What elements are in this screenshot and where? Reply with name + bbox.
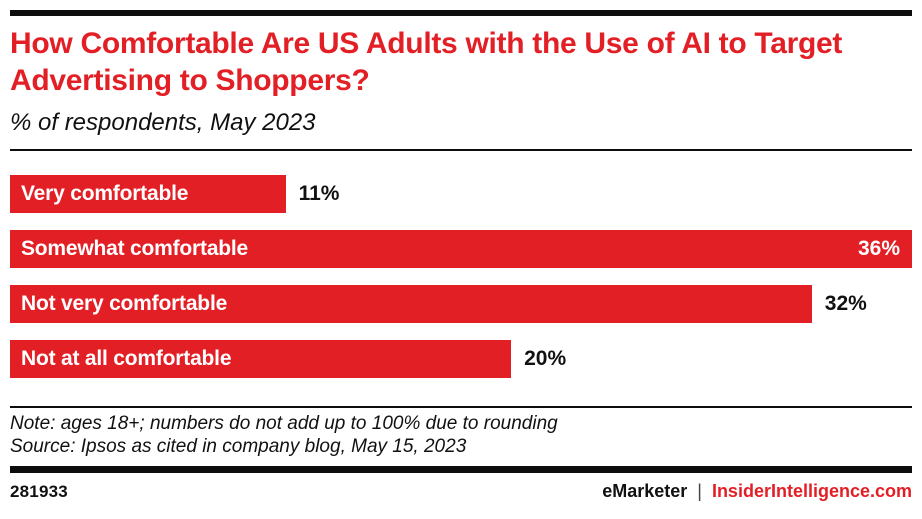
bar-category-label: Not very comfortable (21, 292, 228, 315)
bar-value-label: 36% (857, 237, 900, 260)
brand-block: eMarketer | InsiderIntelligence.com (602, 481, 912, 502)
bar-row-not-at-all-comfortable: Not at all comfortable 20% (10, 340, 912, 378)
note-block: Note: ages 18+; numbers do not add up to… (10, 412, 912, 458)
bar-value-label: 11% (298, 182, 340, 205)
chart-note: Note: ages 18+; numbers do not add up to… (10, 413, 558, 434)
brand-insiderintelligence: InsiderIntelligence.com (711, 481, 912, 501)
bar-value-label: 32% (824, 292, 867, 315)
brand-emarketer: eMarketer (602, 481, 688, 501)
bar-category-label: Somewhat comfortable (21, 237, 249, 260)
bar-row-somewhat-comfortable: Somewhat comfortable 36% (10, 230, 912, 268)
header-divider (10, 149, 912, 151)
bar-value-label: 20% (524, 347, 567, 370)
bar-not-very-comfortable: Not very comfortable (10, 285, 812, 323)
chart-title: How Comfortable Are US Adults with the U… (10, 27, 843, 97)
bar-row-not-very-comfortable: Not very comfortable 32% (10, 285, 912, 323)
top-rule (10, 10, 912, 16)
footer-rule (10, 466, 912, 473)
bar-somewhat-comfortable: Somewhat comfortable 36% (10, 230, 912, 268)
bar-chart: Very comfortable 11% Somewhat comfortable 3… (10, 175, 912, 378)
footer: 281933 eMarketer | InsiderIntelligence.c… (10, 481, 912, 502)
bar-very-comfortable: Very comfortable (10, 175, 286, 213)
chart-subtitle: % of respondents, May 2023 (10, 109, 316, 136)
brand-separator: | (697, 481, 702, 501)
chart-source: Source: Ipsos as cited in company blog, … (10, 436, 467, 457)
bar-not-at-all-comfortable: Not at all comfortable (10, 340, 512, 378)
bar-category-label: Not at all comfortable (21, 347, 232, 370)
note-divider (10, 406, 912, 408)
chart-id: 281933 (10, 481, 68, 501)
bar-row-very-comfortable: Very comfortable 11% (10, 175, 912, 213)
bar-category-label: Very comfortable (21, 182, 189, 205)
